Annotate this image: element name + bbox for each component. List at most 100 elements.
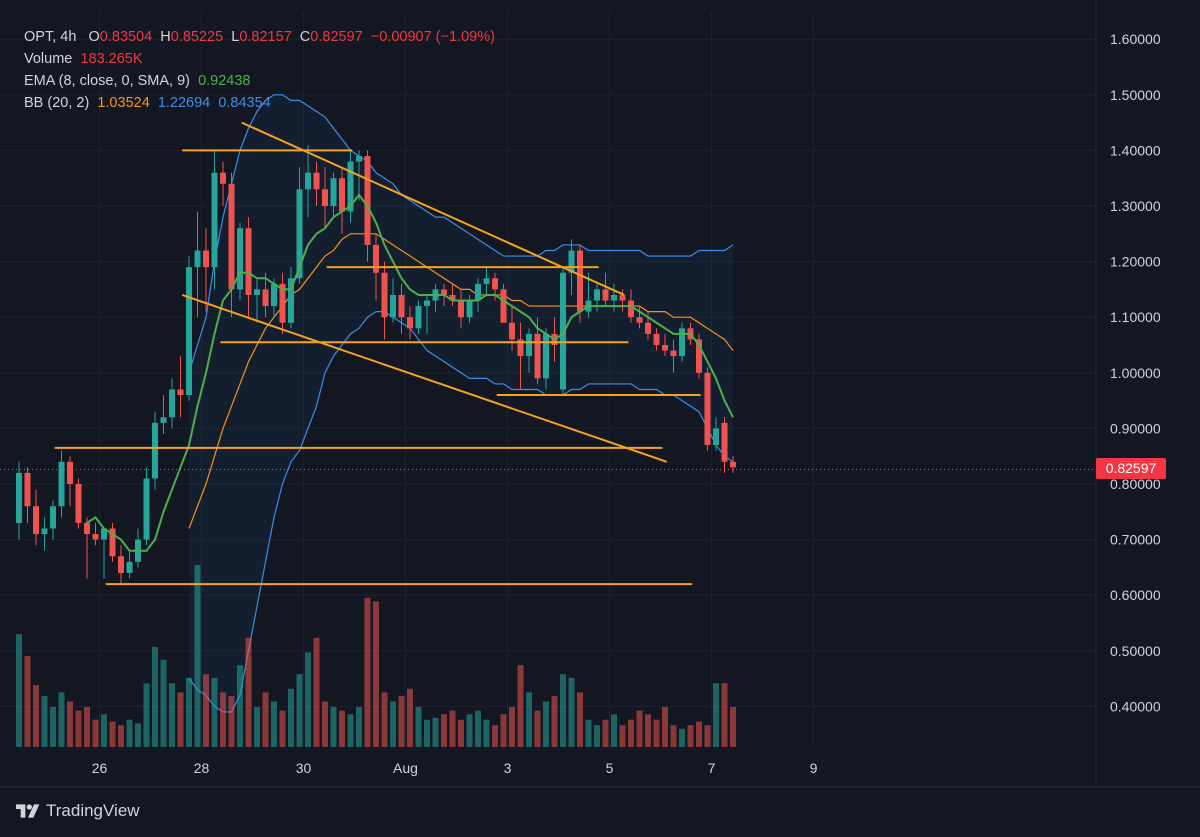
candle-body — [296, 189, 303, 279]
candle — [653, 328, 660, 351]
volume-bar — [254, 706, 260, 747]
y-tick-label: 1.60000 — [1110, 31, 1161, 47]
volume-bar — [721, 683, 728, 747]
volume-bar — [160, 659, 167, 747]
volume-bar — [237, 665, 243, 747]
candle — [50, 500, 56, 540]
volume-bar — [534, 710, 541, 747]
candle-body — [50, 506, 56, 529]
volume-bar — [662, 706, 668, 747]
y-tick-label: 0.90000 — [1110, 420, 1161, 436]
candle — [483, 267, 490, 295]
candle-body — [543, 333, 549, 379]
bb-upper-value: 1.22694 — [157, 95, 211, 111]
x-tick-label: Aug — [393, 760, 418, 776]
candle-body — [356, 155, 362, 162]
tradingview-brand[interactable]: TradingView — [16, 801, 140, 821]
volume-bar — [713, 683, 719, 747]
candle-body — [407, 317, 413, 329]
candle-body — [186, 267, 192, 396]
volume-bar — [313, 637, 320, 747]
low-label: L — [231, 29, 240, 45]
candle-body — [347, 161, 354, 212]
low-value: 0.82157 — [239, 29, 292, 45]
candle-body — [84, 522, 90, 535]
candle-body — [211, 172, 218, 268]
candle-body — [475, 283, 481, 301]
candle-body — [492, 278, 498, 290]
candle-body — [101, 528, 107, 540]
volume-bar — [50, 706, 56, 747]
x-tick-label: 5 — [606, 760, 614, 776]
open-value: 0.83504 — [99, 29, 153, 45]
candle — [160, 395, 167, 434]
candle — [543, 328, 549, 390]
candle-body — [288, 278, 294, 323]
candle-body — [92, 534, 99, 540]
candle — [398, 283, 405, 334]
candle — [424, 294, 430, 334]
volume-bar — [483, 719, 490, 747]
volume-bar — [33, 685, 39, 747]
candle-body — [152, 422, 158, 479]
candle — [407, 306, 413, 340]
volume-bar — [279, 710, 286, 747]
candle-body — [398, 294, 405, 318]
bb-upper-line — [188, 94, 734, 373]
candle — [721, 417, 728, 473]
y-tick-label: 1.10000 — [1110, 309, 1161, 325]
candle — [662, 333, 668, 357]
volume-bar — [101, 714, 107, 747]
volume-bar — [186, 677, 192, 747]
candle-body — [254, 289, 260, 295]
candle — [449, 283, 456, 307]
volume-bar — [390, 701, 396, 747]
volume-bar — [696, 721, 702, 747]
candle-body — [611, 294, 617, 301]
candle-body — [577, 250, 583, 312]
x-tick-label: 7 — [708, 760, 716, 776]
candle — [517, 322, 524, 390]
bollinger-bands — [188, 94, 734, 713]
candle-body — [594, 289, 600, 301]
volume-bar — [92, 719, 99, 747]
candle-body — [220, 172, 226, 184]
volume-bar — [245, 637, 252, 747]
candle-body — [177, 389, 184, 396]
y-tick-label: 0.70000 — [1110, 532, 1161, 548]
volume-bar — [194, 565, 201, 747]
volume-bar — [143, 683, 150, 747]
y-tick-label: 0.80000 — [1110, 476, 1161, 492]
candle-body — [568, 250, 575, 273]
volume-bar — [636, 710, 643, 747]
candle-body — [679, 328, 685, 357]
volume-bar — [509, 706, 515, 747]
volume-bar — [109, 721, 116, 747]
tradingview-logo-icon — [16, 804, 40, 818]
candle-body — [24, 472, 31, 507]
volume-bar — [381, 692, 388, 747]
candle-body — [58, 461, 65, 507]
candle — [500, 283, 507, 323]
candle — [220, 161, 226, 206]
candle-body — [526, 333, 532, 357]
candle-body — [636, 317, 643, 323]
volume-bar — [704, 725, 711, 747]
candle-body — [364, 155, 371, 245]
ema-label: EMA (8, close, 0, SMA, 9) — [24, 73, 190, 89]
candle — [704, 367, 711, 451]
volume-bar — [551, 696, 558, 747]
candle-body — [245, 228, 252, 295]
ema-line — [86, 193, 734, 552]
volume-bar — [492, 725, 498, 747]
volume-bar — [347, 714, 354, 747]
candle — [135, 528, 141, 568]
candle — [696, 333, 702, 379]
candle-body — [339, 178, 345, 212]
volume-bar — [424, 719, 430, 747]
close-value: 0.82597 — [310, 29, 363, 45]
candle — [526, 328, 532, 373]
candle-body — [271, 283, 277, 307]
volume-bar — [339, 710, 345, 747]
